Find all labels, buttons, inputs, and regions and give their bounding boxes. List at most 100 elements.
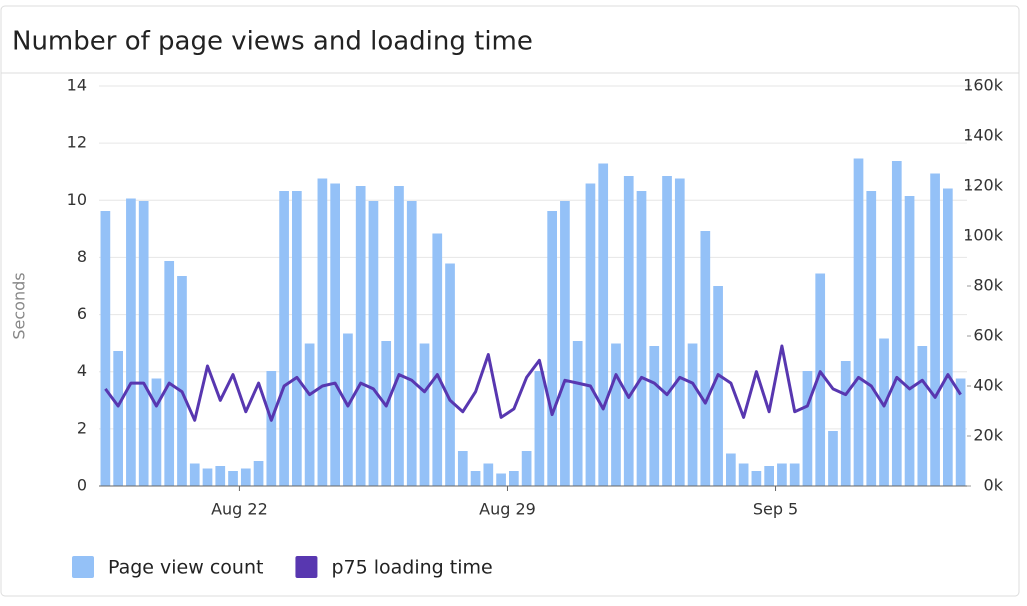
bar bbox=[292, 191, 302, 486]
bar bbox=[700, 231, 711, 486]
bar bbox=[930, 173, 940, 486]
y2-tick-label: 60k bbox=[973, 326, 1003, 345]
bar bbox=[623, 176, 634, 486]
x-tick-label: Aug 29 bbox=[479, 500, 536, 519]
bar bbox=[432, 233, 443, 486]
y2-tick-label: 80k bbox=[973, 276, 1003, 295]
bar bbox=[445, 263, 455, 486]
bar bbox=[138, 201, 149, 486]
legend: Page view count p75 loading time bbox=[72, 556, 493, 579]
y-tick-label: 0 bbox=[77, 476, 87, 495]
bar bbox=[509, 471, 519, 486]
bar bbox=[713, 286, 723, 486]
y-axis-label: Seconds bbox=[10, 272, 29, 339]
bar bbox=[394, 186, 404, 486]
bar bbox=[457, 451, 468, 486]
legend-label: Page view count bbox=[108, 557, 263, 579]
bar bbox=[802, 371, 813, 486]
bar bbox=[649, 346, 660, 486]
bar bbox=[470, 471, 481, 486]
bar bbox=[304, 343, 315, 486]
bar bbox=[636, 191, 647, 486]
bars bbox=[100, 158, 966, 486]
y-tick-label: 14 bbox=[67, 76, 87, 95]
y-tick-label: 12 bbox=[67, 133, 87, 152]
legend-swatch bbox=[72, 556, 94, 578]
x-tick-label: Sep 5 bbox=[753, 500, 798, 519]
y2-tick-label: 0k bbox=[984, 476, 1004, 495]
y2-tick-label: 140k bbox=[963, 126, 1004, 145]
bar bbox=[521, 451, 532, 486]
bar bbox=[904, 196, 915, 486]
bar bbox=[611, 343, 621, 486]
y2-tick-label: 160k bbox=[963, 76, 1004, 95]
bar bbox=[943, 188, 953, 486]
bar bbox=[189, 463, 200, 486]
bar bbox=[815, 273, 826, 486]
bar bbox=[368, 201, 379, 486]
y-tick-label: 2 bbox=[77, 418, 87, 437]
bar bbox=[406, 201, 417, 486]
bar bbox=[113, 351, 123, 486]
bar bbox=[202, 468, 213, 486]
bar bbox=[547, 211, 557, 486]
bar bbox=[751, 471, 762, 486]
bar bbox=[598, 163, 609, 486]
bar bbox=[891, 161, 902, 486]
bar bbox=[738, 463, 749, 486]
y-tick-label: 10 bbox=[67, 190, 87, 209]
bar bbox=[126, 198, 136, 486]
bar bbox=[240, 468, 251, 486]
bar bbox=[253, 461, 264, 486]
y-tick-label: 4 bbox=[77, 361, 87, 380]
bar bbox=[100, 211, 111, 486]
legend-swatch bbox=[295, 556, 318, 578]
bar bbox=[496, 473, 506, 486]
bar bbox=[151, 378, 162, 486]
bar bbox=[662, 176, 672, 486]
line bbox=[104, 344, 962, 422]
bar bbox=[764, 466, 774, 486]
bar bbox=[789, 463, 800, 486]
bar bbox=[955, 378, 966, 486]
bar bbox=[917, 346, 928, 486]
bar bbox=[560, 201, 570, 486]
bar bbox=[317, 178, 328, 486]
y-tick-label: 8 bbox=[77, 247, 87, 266]
chart-title: Number of page views and loading time bbox=[12, 27, 533, 57]
bar bbox=[585, 183, 596, 486]
bar bbox=[840, 361, 851, 486]
lines bbox=[104, 344, 962, 422]
bar bbox=[853, 158, 864, 486]
bar bbox=[483, 463, 494, 486]
y2-tick-label: 100k bbox=[963, 226, 1004, 245]
bar bbox=[726, 453, 736, 486]
bar bbox=[228, 471, 238, 486]
bar bbox=[828, 431, 838, 486]
y2-tick-label: 40k bbox=[973, 376, 1003, 395]
bar bbox=[572, 341, 583, 486]
bar bbox=[381, 341, 392, 486]
bar bbox=[330, 183, 340, 486]
bar bbox=[674, 178, 685, 486]
y2-tick-label: 20k bbox=[973, 426, 1003, 445]
bar bbox=[419, 343, 430, 486]
bar bbox=[177, 276, 187, 486]
y-tick-label: 6 bbox=[77, 304, 87, 323]
card bbox=[0, 5, 1020, 597]
legend-label: p75 loading time bbox=[331, 557, 492, 579]
bar bbox=[266, 371, 277, 486]
bar bbox=[164, 261, 175, 486]
bar bbox=[215, 466, 226, 486]
bar bbox=[879, 338, 889, 486]
bar bbox=[866, 191, 877, 486]
bar bbox=[355, 186, 366, 486]
bar bbox=[279, 191, 289, 486]
bar bbox=[343, 333, 353, 486]
y2-tick-label: 120k bbox=[963, 176, 1004, 195]
bar bbox=[534, 371, 545, 486]
x-tick-label: Aug 22 bbox=[211, 500, 268, 519]
bar bbox=[687, 343, 698, 486]
